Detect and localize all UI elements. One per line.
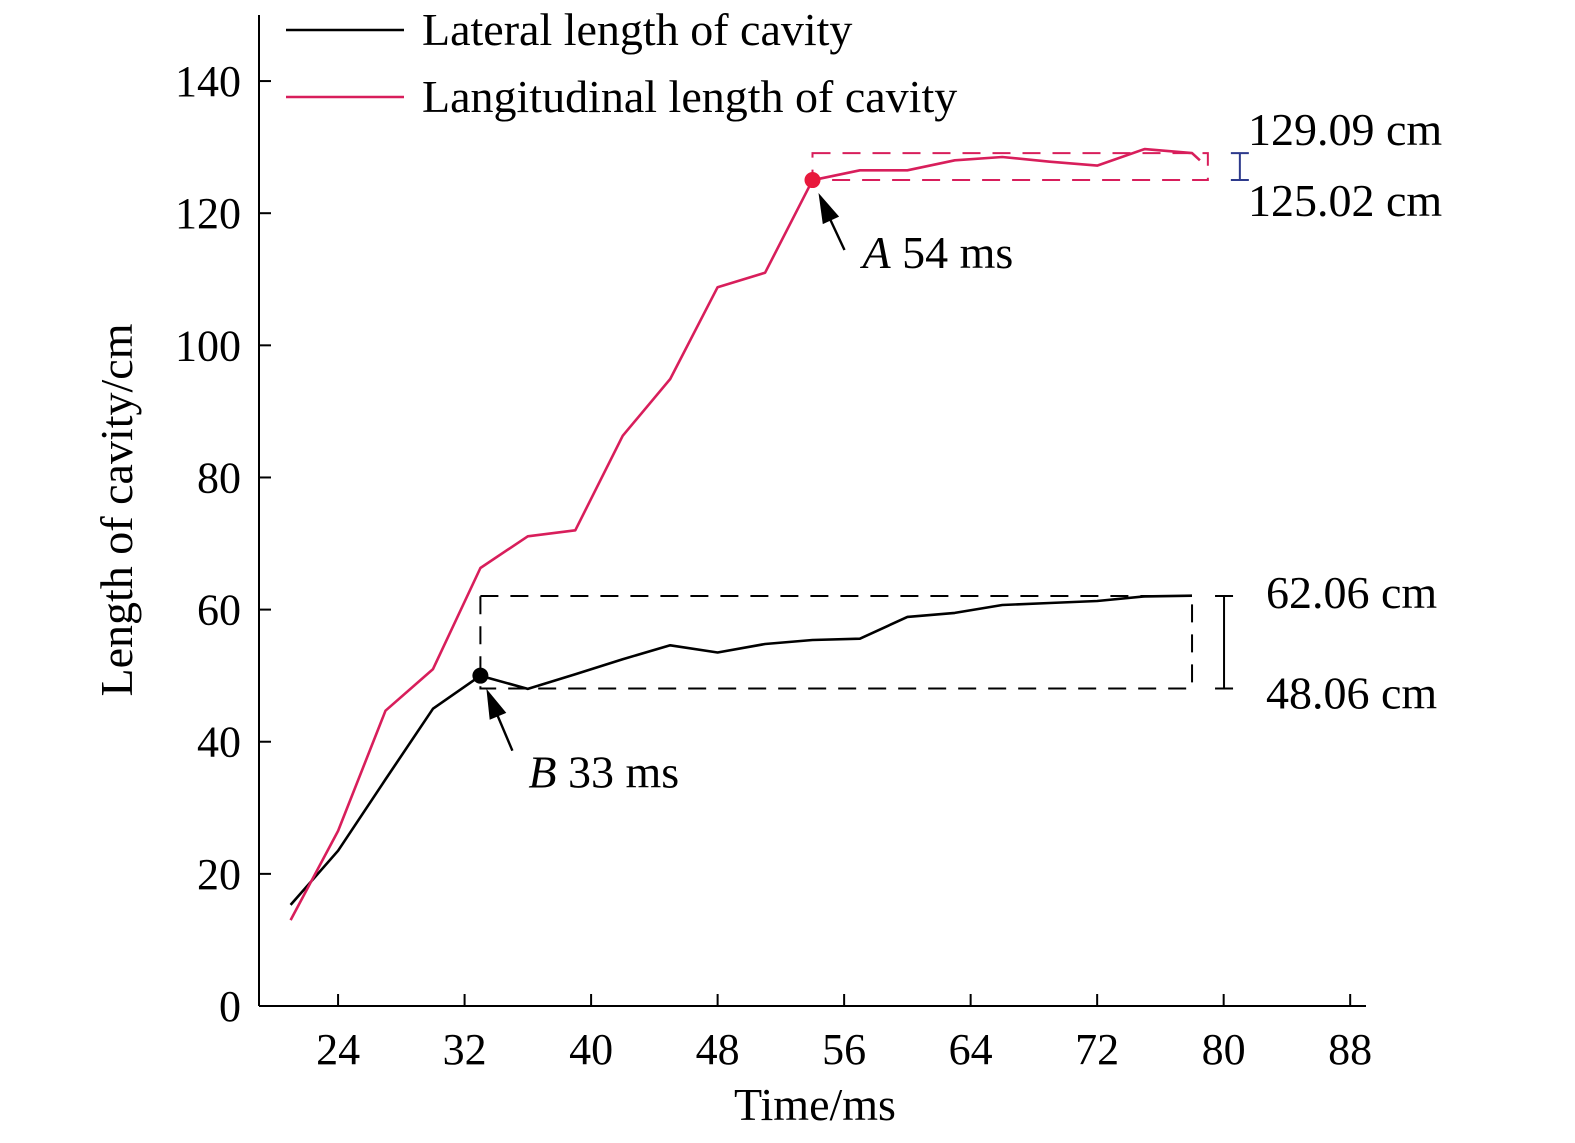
arrow-head xyxy=(818,193,840,225)
x-tick-label: 24 xyxy=(316,1025,360,1074)
point-label-var: A xyxy=(860,227,892,278)
legend-label: Lateral length of cavity xyxy=(422,4,852,55)
range-box xyxy=(811,152,1209,182)
y-tick-label: 120 xyxy=(175,189,241,238)
legend: Lateral length of cavity Langitudinal len… xyxy=(286,4,957,122)
y-axis-title: Length of cavity/cm xyxy=(91,323,142,696)
point-label-b: B 33 ms xyxy=(528,747,679,798)
y-tick-label: 60 xyxy=(197,586,241,635)
x-tick-label: 56 xyxy=(822,1025,866,1074)
y-tick-label: 0 xyxy=(219,982,241,1031)
y-tick-label: 100 xyxy=(175,321,241,370)
annotations: A 54 ms B 33 ms 129.09 cm 125.02 cm 62.06 cm… xyxy=(472,104,1442,798)
axes: 24 32 40 48 56 64 72 80 88 0 20 40 60 80 100 120 140 xyxy=(175,15,1372,1074)
x-tick-label: 72 xyxy=(1075,1025,1119,1074)
range-value-label: 125.02 cm xyxy=(1248,175,1442,226)
range-value-label: 129.09 cm xyxy=(1248,104,1442,155)
y-tick-label: 140 xyxy=(175,57,241,106)
point-label-a: A 54 ms xyxy=(860,227,1014,278)
series xyxy=(289,147,1201,921)
point-marker-a xyxy=(804,172,821,189)
series-line-longitudinal xyxy=(289,147,1201,921)
legend-label: Langitudinal length of cavity xyxy=(422,71,957,122)
x-tick-label: 88 xyxy=(1328,1025,1372,1074)
range-value-label: 48.06 cm xyxy=(1266,667,1437,718)
x-axis-title: Time/ms xyxy=(734,1079,896,1130)
range-value-label: 62.06 cm xyxy=(1266,567,1437,618)
y-tick-label: 20 xyxy=(197,850,241,899)
y-tick-label: 80 xyxy=(197,453,241,502)
point-marker-b xyxy=(472,667,489,684)
y-tick-label: 40 xyxy=(197,718,241,767)
x-tick-label: 32 xyxy=(443,1025,487,1074)
x-tick-label: 40 xyxy=(569,1025,613,1074)
x-tick-label: 48 xyxy=(696,1025,740,1074)
point-label-time: 33 ms xyxy=(557,747,680,798)
x-tick-label: 80 xyxy=(1202,1025,1246,1074)
point-label-time: 54 ms xyxy=(891,227,1014,278)
point-label-var: B xyxy=(528,747,556,798)
range-boxes xyxy=(479,152,1249,690)
x-tick-label: 64 xyxy=(949,1025,993,1074)
arrow-head xyxy=(486,688,507,720)
range-box xyxy=(479,594,1194,690)
series-line-lateral xyxy=(289,594,1193,906)
